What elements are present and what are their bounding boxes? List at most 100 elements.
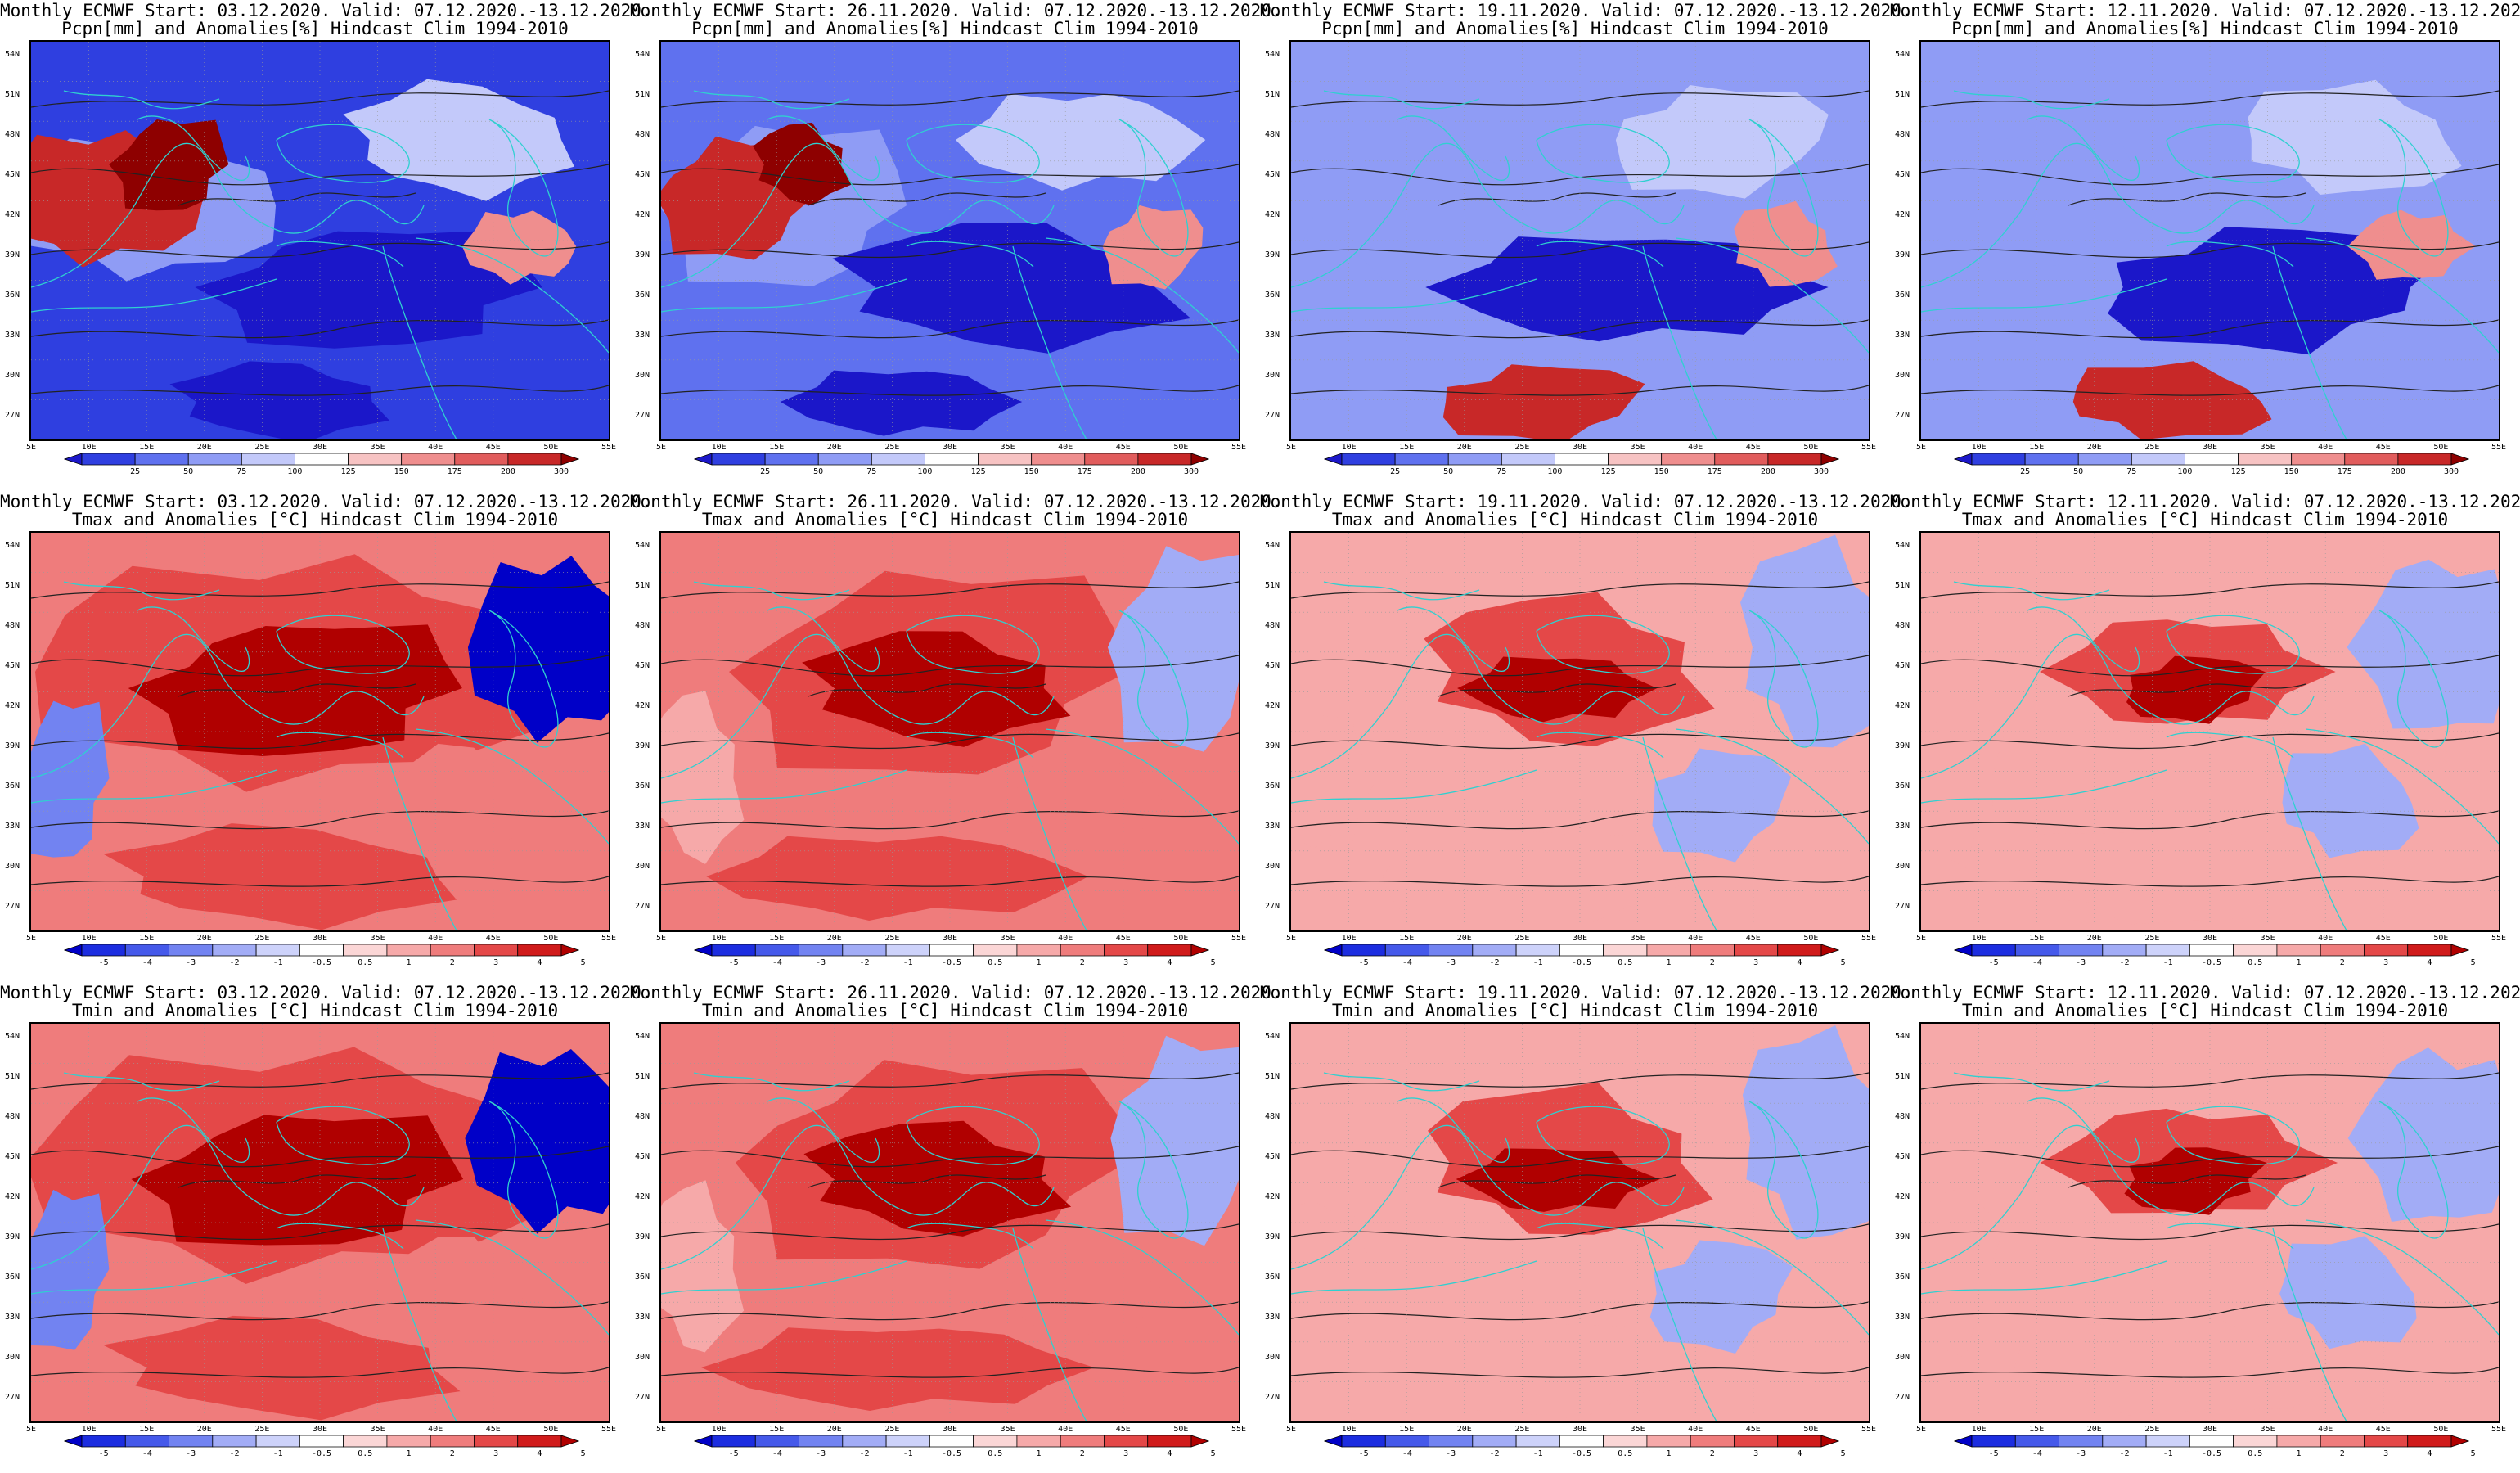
longitude-label: 30E <box>312 1425 328 1434</box>
latitude-label: 48N <box>635 130 650 139</box>
colorbar <box>694 453 1209 466</box>
colorbar-label: 1 <box>1036 1449 1042 1458</box>
contour-line <box>1291 319 1869 339</box>
longitude-label: 30E <box>2202 443 2218 452</box>
contour-line <box>661 90 1239 108</box>
coastline <box>137 115 250 182</box>
colorbar-label: 2 <box>449 1449 455 1458</box>
coastline <box>488 119 559 257</box>
latitude-label: 27N <box>5 902 20 911</box>
longitude-label: 40E <box>1058 934 1073 943</box>
colorbar-swatch <box>2320 1435 2365 1448</box>
anomaly-area <box>1740 534 1869 748</box>
colorbar-label: -3 <box>1446 958 1456 967</box>
longitude-label: 20E <box>196 934 212 943</box>
forecast-map <box>1919 40 2500 441</box>
longitude-label: 5E <box>1915 934 1927 943</box>
longitude-label: 20E <box>196 443 212 452</box>
coastline <box>382 246 457 439</box>
coastline <box>906 1106 1040 1165</box>
longitude-label: 15E <box>769 934 785 943</box>
colorbar-label: -0.5 <box>311 1449 332 1458</box>
contour-line <box>31 1301 609 1321</box>
colorbar-swatch <box>255 1435 300 1448</box>
panel-title-variable: Tmin and Anomalies [°C] Hindcast Clim 19… <box>1331 1001 1819 1020</box>
longitude-label: 20E <box>826 1425 842 1434</box>
panel-title-variable: Pcpn[mm] and Anomalies[%] Hindcast Clim … <box>1951 19 2459 38</box>
colorbar-label: -5 <box>1988 1449 1999 1458</box>
colorbar-label: 50 <box>1443 467 1454 476</box>
coastline <box>1045 1219 1239 1336</box>
colorbar-label: 2 <box>1079 958 1085 967</box>
longitude-label: 55E <box>1231 934 1247 943</box>
colorbar-label: -3 <box>186 1449 196 1458</box>
colorbar-label: -5 <box>98 958 109 967</box>
coastline <box>1397 1097 1510 1164</box>
colorbar-swatch <box>517 1435 562 1448</box>
coastline <box>1323 1072 1480 1092</box>
colorbar-swatch <box>2014 1435 2059 1448</box>
longitude-label: 55E <box>1231 1425 1247 1434</box>
colorbar-label: -1 <box>272 958 283 967</box>
latitude-label: 51N <box>1895 90 1910 99</box>
coastline <box>415 1219 609 1336</box>
contour-line <box>1438 683 1676 697</box>
longitude-label: 35E <box>370 1425 385 1434</box>
colorbar-label: 150 <box>1654 467 1669 476</box>
coastline <box>276 732 404 759</box>
coastline <box>661 769 907 804</box>
latitude-label: 54N <box>1265 541 1280 550</box>
coastline <box>661 278 907 313</box>
latitude-label: 42N <box>5 701 20 710</box>
colorbar-swatch <box>1608 453 1663 466</box>
coastline <box>2272 736 2347 930</box>
contour-line <box>1921 385 2499 396</box>
colorbar-swatch <box>1084 453 1139 466</box>
anomaly-area <box>1291 1201 1379 1337</box>
colorbar-label: -2 <box>229 958 240 967</box>
latitude-label: 33N <box>1265 822 1280 831</box>
coastline <box>137 1097 250 1164</box>
colorbar-temp <box>1324 944 1839 957</box>
contour-line <box>31 1072 609 1090</box>
coastline <box>1118 119 1189 257</box>
colorbar-swatch <box>169 944 214 957</box>
latitude-label: 54N <box>5 50 20 59</box>
colorbar-swatch <box>1384 944 1429 957</box>
longitude-label: 35E <box>1630 934 1645 943</box>
forecast-map <box>29 40 610 441</box>
latitude-label: 51N <box>5 1072 20 1081</box>
latitude-label: 27N <box>635 902 650 911</box>
colorbar-swatch <box>2233 944 2278 957</box>
coastline <box>1045 728 1239 845</box>
latitude-label: 54N <box>5 1032 20 1041</box>
latitude-label: 45N <box>1265 1152 1280 1161</box>
latitude-label: 30N <box>1265 371 1280 380</box>
longitude-label: 15E <box>139 1425 155 1434</box>
colorbar-label: 3 <box>2383 958 2389 967</box>
colorbar-label: 25 <box>130 467 141 476</box>
latitude-label: 42N <box>1265 701 1280 710</box>
colorbar-label: 3 <box>1123 958 1129 967</box>
longitude-label: 10E <box>81 443 97 452</box>
contour-line <box>808 192 1046 206</box>
colorbar-label: 0.5 <box>358 958 373 967</box>
anomaly-area <box>31 1189 110 1350</box>
forecast-map <box>29 1022 610 1423</box>
coastline <box>1675 1219 1869 1336</box>
contour-line <box>31 655 609 677</box>
latitude-label: 45N <box>5 661 20 670</box>
anomaly-area <box>1107 546 1239 752</box>
latitude-label: 27N <box>1265 902 1280 911</box>
longitude-label: 30E <box>312 443 328 452</box>
coastline <box>1291 278 1537 313</box>
coastline <box>1748 1101 1819 1239</box>
colorbar-label: 75 <box>2126 467 2137 476</box>
panel-title-start-valid: Monthly ECMWF Start: 03.12.2020. Valid: … <box>0 1 652 20</box>
latitude-label: 48N <box>1895 1112 1910 1121</box>
colorbar-label: 175 <box>2337 467 2352 476</box>
forecast-map <box>1919 1022 2500 1423</box>
latitude-label: 39N <box>1895 1232 1910 1241</box>
latitude-label: 51N <box>1895 1072 1910 1081</box>
longitude-label: 35E <box>2260 443 2275 452</box>
